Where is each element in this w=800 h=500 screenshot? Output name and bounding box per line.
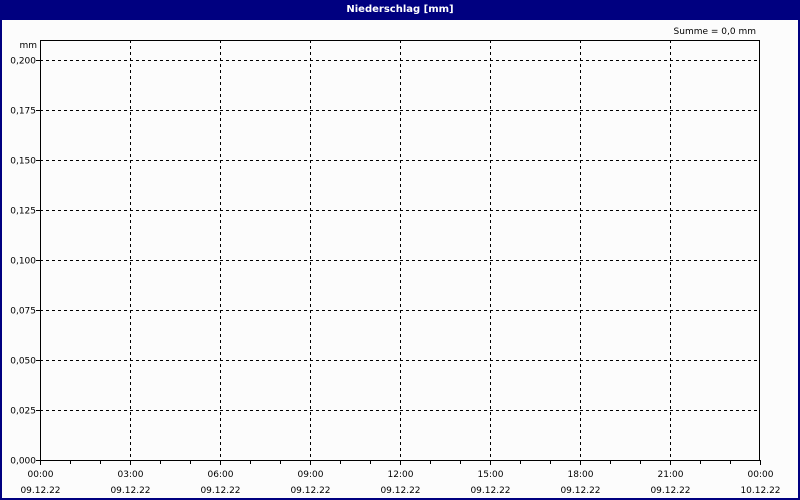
y-tick-label: 0,000 [10,457,36,467]
y-tick-label: 0,075 [10,307,36,317]
x-tick-date: 09.12.22 [290,486,330,496]
x-tick-date: 09.12.22 [20,486,60,496]
chart-title: Niederschlag [mm] [0,0,800,20]
y-tick-label: 0,025 [10,407,36,417]
y-tick-label: 0,150 [10,157,36,167]
y-axis-unit: mm [19,41,37,51]
y-tick-label: 0,200 [10,57,36,67]
x-tick-time: 09:00 [298,470,324,480]
x-tick-date: 09.12.22 [380,486,420,496]
y-tick-label: 0,125 [10,207,36,217]
y-tick-label: 0,175 [10,107,36,117]
x-tick-date: 09.12.22 [650,486,690,496]
x-tick-time: 15:00 [478,470,504,480]
x-tick-time: 03:00 [118,470,144,480]
x-tick-date: 09.12.22 [470,486,510,496]
x-tick-time: 21:00 [658,470,684,480]
x-tick-date: 09.12.22 [110,486,150,496]
x-tick-time: 00:00 [28,470,54,480]
x-tick-time: 06:00 [208,470,234,480]
summary-label: Summe = 0,0 mm [674,27,756,37]
x-tick-time: 00:00 [748,470,774,480]
y-tick-label: 0,050 [10,357,36,367]
x-tick-date: 10.12.22 [740,486,780,496]
x-tick-time: 18:00 [568,470,594,480]
x-tick-time: 12:00 [388,470,414,480]
y-tick-label: 0,100 [10,257,36,267]
x-tick-date: 09.12.22 [200,486,240,496]
x-tick-date: 09.12.22 [560,486,600,496]
